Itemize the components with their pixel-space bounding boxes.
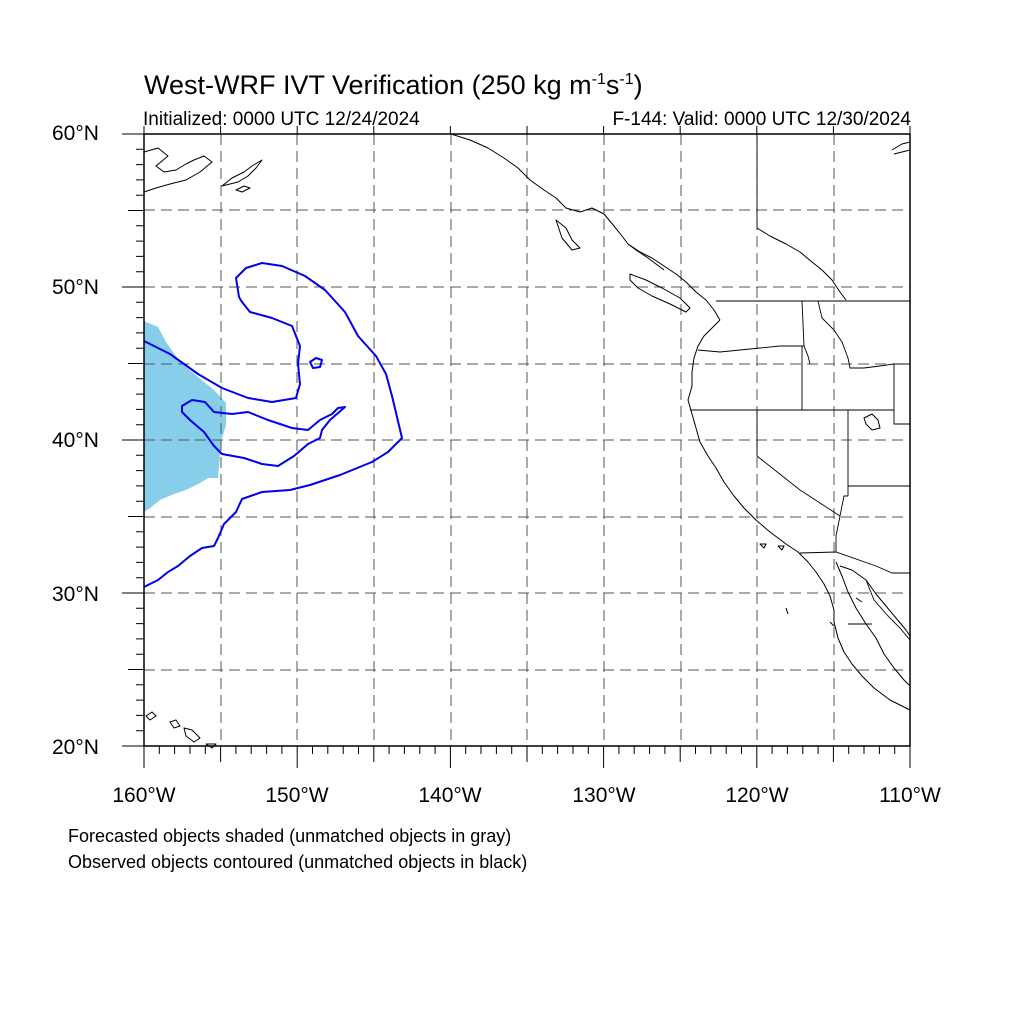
graticule — [144, 134, 910, 746]
lat-label-30n: 30°N — [52, 583, 99, 606]
canada-interior-line — [756, 227, 847, 301]
alaska-peninsula-islands — [221, 159, 263, 193]
lat-label-50n: 50°N — [52, 276, 99, 299]
tick-marks — [122, 126, 911, 768]
observed-contour-small — [309, 357, 323, 369]
idaho-montana-border — [817, 300, 895, 369]
lon-label-130w: 130°W — [572, 784, 636, 807]
alaska-panhandle — [450, 133, 665, 271]
valid-time: F-144: Valid: 0000 UTC 12/30/2024 — [612, 109, 911, 130]
observed-contours — [143, 262, 403, 588]
lon-label-140w: 140°W — [418, 784, 482, 807]
baja-gulf-coast — [835, 561, 911, 687]
arctic-bay — [891, 141, 911, 155]
initialized-time: Initialized: 0000 UTC 12/24/2024 — [143, 109, 420, 130]
bc-islands — [555, 219, 691, 313]
bc-coast — [627, 243, 721, 321]
wyoming-border — [893, 364, 910, 425]
forecast-note: Forecasted objects shaded (unmatched obj… — [68, 826, 512, 846]
map-title: West-WRF IVT Verification (250 kg m-1s-1… — [144, 70, 643, 100]
us-mexico-border — [799, 551, 910, 574]
california-nevada-border — [756, 410, 841, 517]
lat-label-20n: 20°N — [52, 736, 99, 759]
washington-idaho-border — [801, 300, 805, 347]
hawaii-islands — [145, 711, 217, 749]
washington-oregon-border — [697, 345, 811, 365]
lon-label-110w: 110°W — [879, 784, 941, 807]
great-salt-lake — [863, 413, 881, 431]
lon-label-120w: 120°W — [725, 784, 789, 807]
political-boundaries — [690, 134, 911, 641]
lat-label-40n: 40°N — [52, 429, 99, 452]
channel-islands — [759, 543, 789, 615]
nevada-arizona-border — [839, 495, 848, 517]
lat-label-60n: 60°N — [52, 122, 99, 145]
lon-label-150w: 150°W — [265, 784, 329, 807]
forecast-object — [144, 321, 226, 512]
gulf-california-islands — [829, 597, 863, 627]
mainland-mexico-coast — [839, 565, 911, 637]
observed-contour-outer — [143, 262, 403, 588]
lon-label-160w: 160°W — [112, 784, 176, 807]
mexico-interior-border — [865, 579, 911, 641]
observed-note: Observed objects contoured (unmatched ob… — [68, 852, 528, 872]
coastlines — [143, 133, 911, 749]
observed-contour-loop — [181, 399, 346, 467]
observed-contour-inner — [143, 296, 301, 403]
arizona-california-border — [835, 515, 841, 552]
alaska-coast — [143, 147, 213, 193]
us-west-coast — [687, 319, 911, 711]
